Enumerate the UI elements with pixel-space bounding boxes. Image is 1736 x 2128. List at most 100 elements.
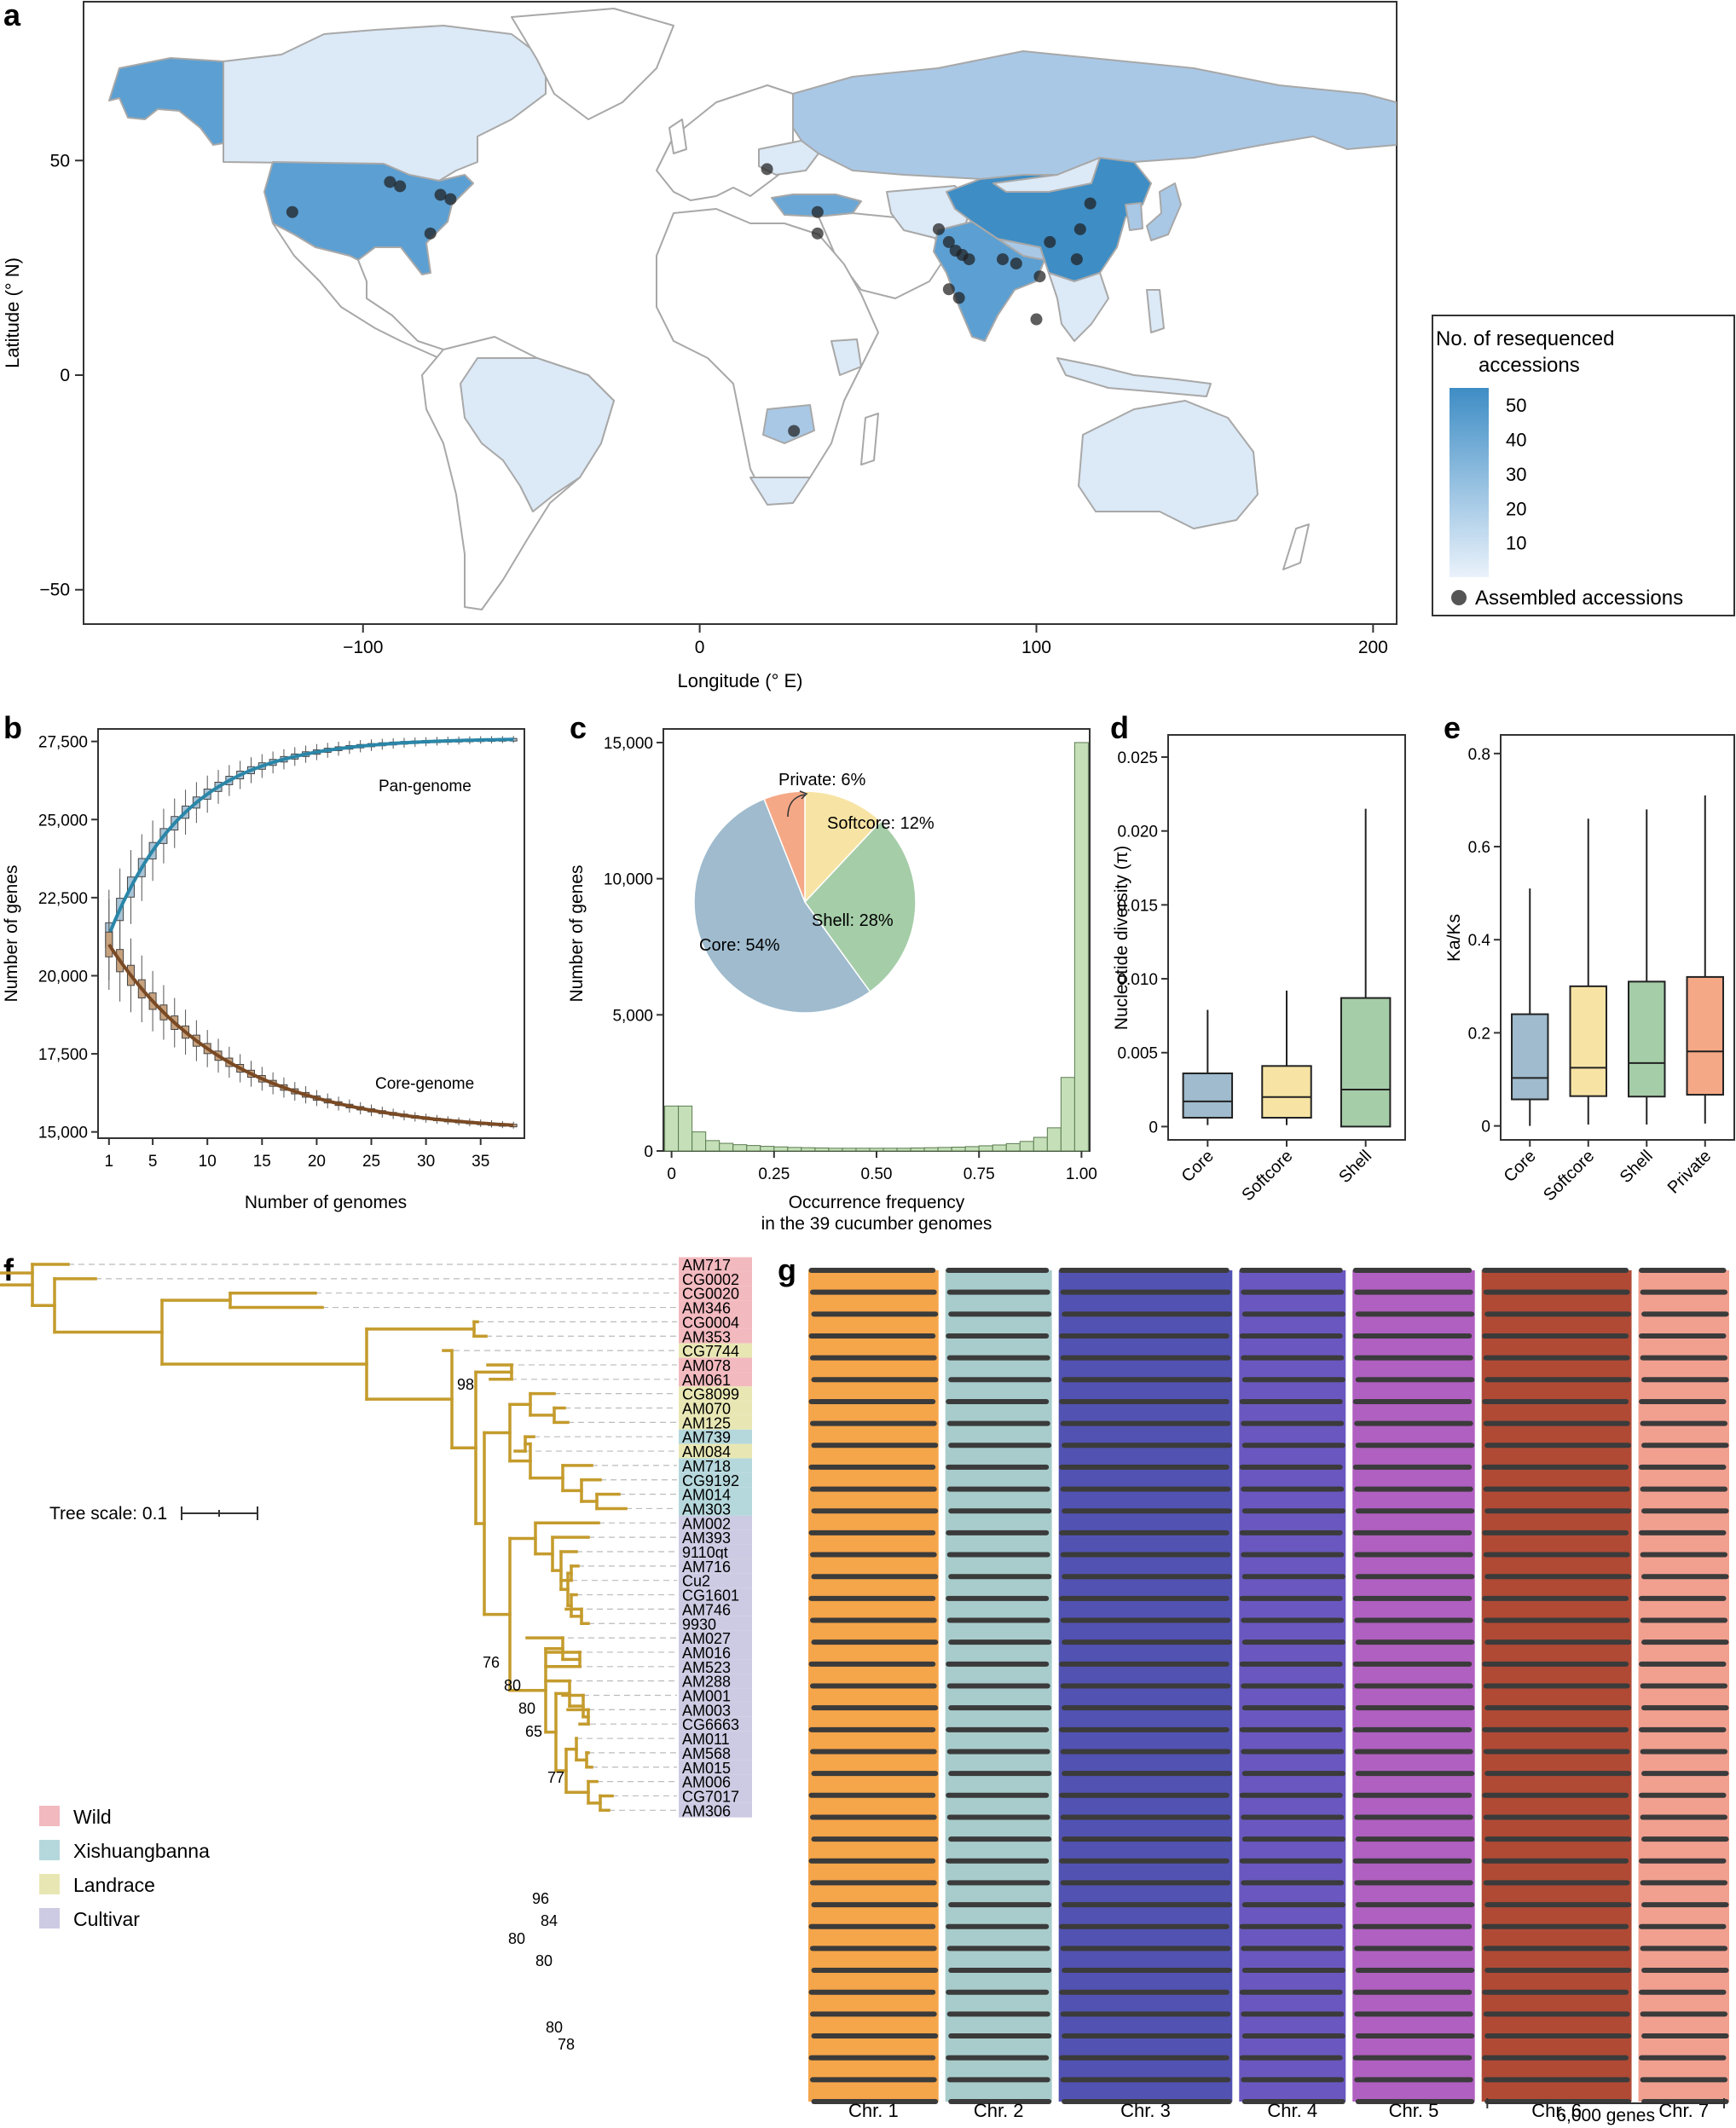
c-hist-bar [869,1148,884,1152]
synteny-genome-bar [1354,1355,1473,1361]
synteny-genome-bar [1482,1333,1629,1339]
synteny-genome-bar [948,1443,1052,1449]
synteny-genome-bar [1239,1398,1343,1404]
synteny-genome-bar [948,1968,1052,1974]
synteny-genome-bar [1640,1289,1727,1295]
b-ytick-label: 15,000 [38,1125,88,1142]
synteny-genome-bar [1354,1617,1473,1623]
synteny-genome-bar [1482,1989,1629,1995]
synteny-genome-bar [1241,1683,1345,1689]
synteny-genome-bar [1355,2033,1475,2039]
synteny-genome-bar [1241,2077,1345,2083]
bootstrap-label: 80 [508,1930,525,1947]
synteny-genome-bar [1640,1814,1727,1820]
pie-label-shell: Shell: 28% [812,911,894,930]
taxon-label: CG6663 [682,1716,739,1733]
synteny-genome-bar [1641,1639,1729,1645]
synteny-genome-bar [1239,1661,1343,1667]
synteny-genome-bar [1641,1377,1729,1383]
synteny-genome-bar [810,1880,937,1886]
synteny-genome-bar [1639,1989,1727,1995]
d-ytick-label: 0.005 [1117,1045,1158,1063]
c-ylabel: Number of genes [567,864,587,1002]
synteny-genome-bar [1241,1880,1345,1886]
pie-private-pointer-head [799,790,808,800]
taxon-background [679,1515,752,1530]
b-xtick-label: 35 [472,1153,489,1171]
country-zambia [762,404,815,444]
panel-label-c: c [570,710,587,745]
chromosome-label: Chr. 5 [1389,2100,1439,2121]
synteny-genome-bar [808,1464,936,1470]
synteny-genome-bar [811,1771,939,1777]
country-indonesia [1056,357,1212,397]
synteny-genome-bar [948,1639,1052,1645]
e-ylabel: Ka/Ks [1444,914,1464,962]
synteny-genome-bar [1241,1814,1345,1820]
map-xtick-label: −100 [343,638,383,657]
panel-label-f: f [3,1252,14,1287]
synteny-genome-bar [1354,1420,1473,1426]
synteny-genome-bar [1641,1771,1729,1777]
synteny-genome-bar [810,2077,937,2083]
c-hist-bar [801,1147,816,1152]
taxon-background [679,1300,752,1315]
taxon-background [679,1286,752,1301]
assembled-accession-point [1010,257,1022,270]
taxon-label: AM084 [682,1443,731,1460]
map-xtick-label: 100 [1021,638,1051,657]
synteny-genome-bar [1352,1989,1473,1995]
synteny-genome-bar [1482,1726,1629,1732]
d-ytick-label: 0 [1149,1119,1158,1136]
synteny-genome-bar [1062,2099,1232,2104]
synteny-genome-bar [1059,1333,1230,1339]
synteny-genome-bar [1639,1661,1727,1667]
synteny-genome-bar [946,1552,1050,1558]
synteny-genome-bar [1641,2033,1729,2039]
panel-label-e: e [1444,710,1461,745]
synteny-genome-bar [1060,1552,1231,1558]
panel-d-diversity: 0 0.005 0.010 0.015 0.020 0.025 Core Softcore Sh… [1112,734,1406,1205]
legend-swatch-wild [39,1806,60,1826]
synteny-genome-bar [946,1661,1050,1667]
synteny-genome-bar [1352,1661,1473,1667]
c-xtick-label: 1.00 [1066,1165,1097,1183]
synteny-genome-bar [1483,1420,1630,1426]
taxon-label: AM061 [682,1372,731,1389]
c-hist-bar [1019,1141,1034,1152]
taxon-label: CG0020 [682,1286,739,1303]
legend-label-xishuangbanna: Xishuangbanna [73,1840,210,1862]
synteny-genome-bar [1484,1968,1632,1974]
taxon-background [679,1760,752,1775]
b-ytick-label: 17,500 [38,1046,88,1064]
assembled-accession-point [434,188,447,201]
synteny-genome-bar [1483,1946,1630,1952]
d-xtick-label: Shell [1335,1147,1375,1187]
synteny-genome-bar [1354,2077,1473,2083]
taxon-label: AM006 [682,1774,731,1791]
c-xtick-label: 0.50 [861,1165,893,1183]
synteny-genome-bar [1639,1530,1727,1535]
c-ytick-label: 15,000 [604,735,653,753]
synteny-genome-bar [1059,1923,1230,1929]
d-ytick-label: 0.015 [1117,897,1158,915]
synteny-genome-bar [946,1333,1050,1339]
synteny-genome-bar [1062,1639,1232,1645]
country-greenland [511,8,674,120]
synteny-genome-bar [811,1508,939,1514]
pie-slice-shell [804,820,917,993]
c-hist-bar [1060,1077,1075,1152]
taxon-label: AM718 [682,1458,731,1475]
c-hist-bar [842,1148,857,1152]
taxon-background [679,1702,752,1717]
c-hist-bar [760,1146,775,1152]
country-brazil [460,357,615,512]
synteny-genome-bar [1484,1508,1632,1514]
taxon-label: AM288 [682,1674,731,1691]
synteny-genome-bar [1484,1902,1632,1908]
synteny-genome-bar [1484,1639,1632,1645]
map-ylabel: Latitude (° N) [2,257,23,368]
taxon-label: AM015 [682,1760,731,1777]
taxon-label: AM523 [682,1659,731,1676]
synteny-genome-bar [1640,1552,1727,1558]
